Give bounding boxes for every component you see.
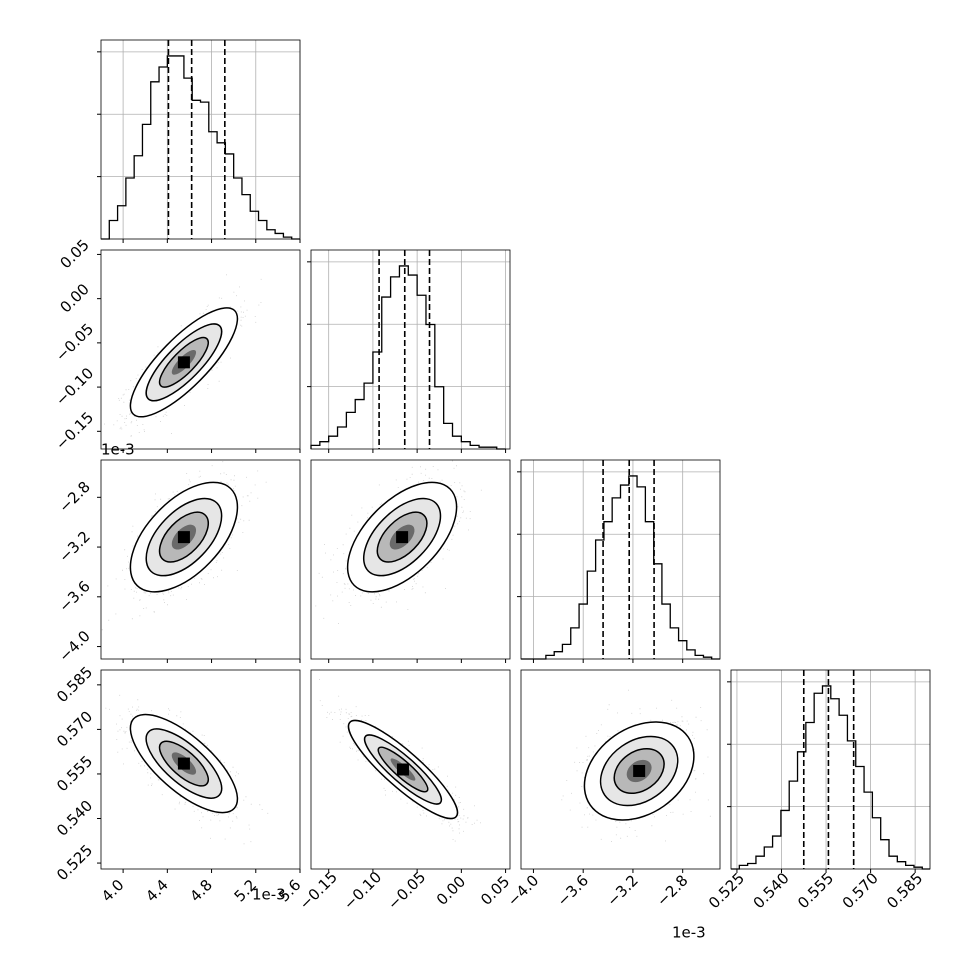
scatter-panel-2-1 xyxy=(310,459,511,663)
y-tick-label: 0.00 xyxy=(56,280,92,316)
y-tick-label: −0.05 xyxy=(52,320,97,365)
panel-background xyxy=(311,250,510,449)
panel-frame xyxy=(310,459,511,660)
x-tick-label: 4.8 xyxy=(186,876,216,906)
histogram-0 xyxy=(101,55,300,240)
density-peak xyxy=(177,757,190,770)
histogram-panel-1 xyxy=(307,249,511,453)
panel-content xyxy=(104,274,262,437)
panel-frame xyxy=(730,669,931,870)
x-tick-label: −0.10 xyxy=(340,868,385,913)
y-tick-label: −2.8 xyxy=(55,478,93,516)
density-peak xyxy=(396,763,409,776)
panel-frame xyxy=(100,669,301,870)
panel-frame xyxy=(520,669,721,870)
x-tick-label: 0.570 xyxy=(839,869,882,912)
histogram-2 xyxy=(521,475,720,660)
y-tick-label: 0.525 xyxy=(53,841,96,884)
offset-label-y: 1e-3 xyxy=(101,441,135,459)
panel-frame xyxy=(100,459,301,660)
x-tick-label: 0.05 xyxy=(477,872,513,908)
offset-label-x: 1e-3 xyxy=(252,886,286,904)
panel-content xyxy=(561,689,711,842)
x-tick-label: 4.0 xyxy=(98,876,128,906)
density-peak xyxy=(396,531,409,544)
y-tick-label: 0.540 xyxy=(53,797,96,840)
y-tick-label: −3.2 xyxy=(55,527,93,565)
density-peak xyxy=(177,531,190,544)
x-tick-label: −0.15 xyxy=(296,868,341,913)
panel-content xyxy=(319,679,481,842)
panel-frame xyxy=(100,249,301,450)
histogram-1 xyxy=(310,265,506,450)
y-tick-label: 0.570 xyxy=(53,707,96,750)
y-tick-label: −3.6 xyxy=(55,577,93,615)
panel-frame xyxy=(310,669,511,870)
scatter-panel-3-1 xyxy=(310,669,511,873)
panel-background xyxy=(731,670,930,869)
density-peak xyxy=(177,356,190,369)
density-peak xyxy=(633,764,646,777)
histogram-3 xyxy=(731,685,930,870)
y-tick-label: −0.15 xyxy=(52,408,97,453)
scatter-panel-1-0 xyxy=(97,249,301,453)
offset-label-x: 1e-3 xyxy=(672,924,706,942)
x-tick-label: 0.585 xyxy=(883,869,926,912)
panel-content xyxy=(315,460,482,624)
x-tick-label: 0.540 xyxy=(750,869,793,912)
y-tick-label: 0.585 xyxy=(53,663,96,706)
y-tick-label: 0.05 xyxy=(56,236,92,272)
scatter-panel-3-2 xyxy=(520,669,721,873)
panel-frame xyxy=(100,39,301,240)
panel-background xyxy=(101,40,300,239)
x-tick-label: −4.0 xyxy=(504,871,542,909)
y-tick-label: −0.10 xyxy=(52,364,97,409)
x-tick-label: 0.555 xyxy=(794,869,837,912)
x-tick-label: −2.8 xyxy=(653,871,691,909)
panel-frame xyxy=(520,459,721,660)
x-tick-label: −3.2 xyxy=(603,871,641,909)
histogram-panel-0 xyxy=(97,39,301,243)
panel-content xyxy=(101,461,267,631)
histogram-panel-3 xyxy=(727,669,931,873)
y-tick-label: 0.555 xyxy=(53,752,96,795)
y-tick-label: −4.0 xyxy=(55,627,93,665)
scatter-panel-3-0 xyxy=(97,669,301,873)
panel-content xyxy=(105,694,269,845)
panel-frame xyxy=(310,249,511,450)
x-tick-label: −0.05 xyxy=(384,868,429,913)
x-tick-label: 0.525 xyxy=(705,869,748,912)
histogram-panel-2 xyxy=(517,459,721,663)
x-tick-label: 4.4 xyxy=(142,876,172,906)
scatter-panel-2-0 xyxy=(97,459,301,663)
x-tick-label: −3.6 xyxy=(554,871,592,909)
x-tick-label: 0.00 xyxy=(433,872,469,908)
